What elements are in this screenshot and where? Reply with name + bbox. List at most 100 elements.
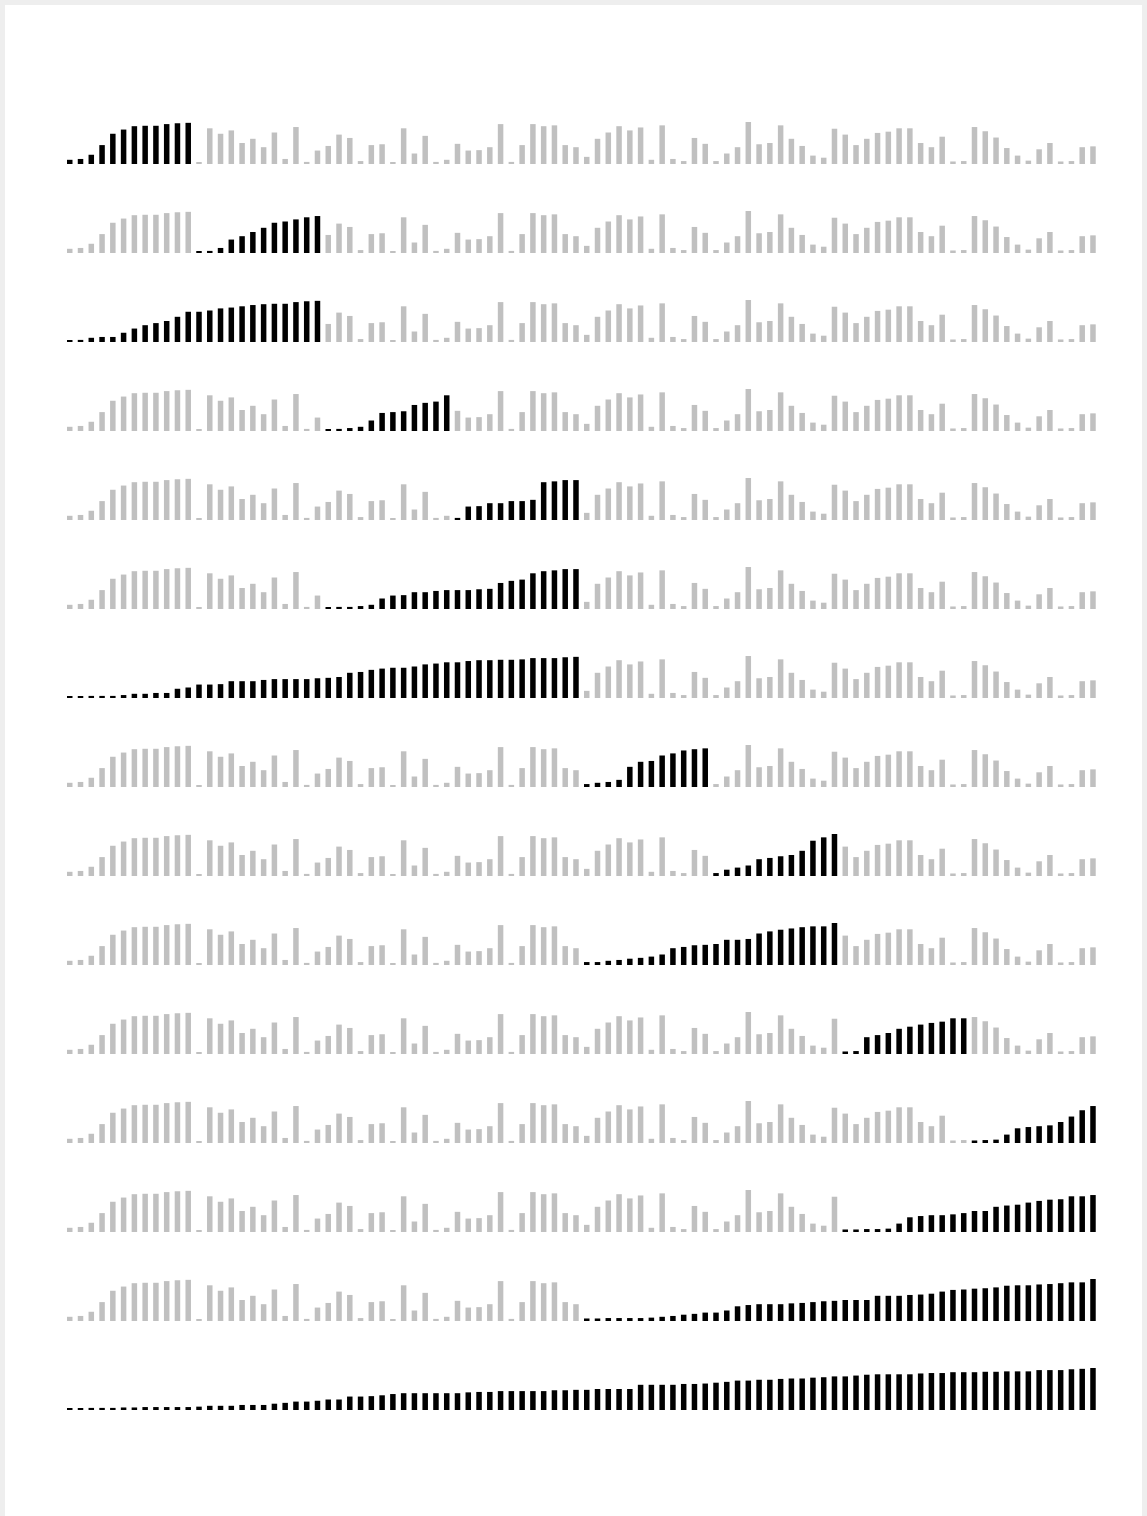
context-bar	[379, 1212, 385, 1232]
context-bar	[153, 570, 159, 609]
context-bar	[853, 234, 859, 253]
highlight-bar	[993, 1206, 999, 1232]
context-bar	[250, 761, 256, 787]
highlight-bar	[88, 154, 95, 164]
highlight-bar	[207, 684, 213, 698]
context-bar	[207, 751, 213, 787]
context-bar	[928, 414, 935, 431]
context-bar	[454, 1300, 461, 1321]
context-bar	[314, 1307, 321, 1321]
context-bar	[637, 1106, 644, 1143]
context-bar	[885, 398, 892, 431]
highlight-bar	[443, 395, 450, 431]
context-bar	[1025, 605, 1032, 609]
context-bar	[422, 847, 428, 876]
context-bar	[971, 127, 978, 164]
context-bar	[314, 862, 321, 876]
context-bar	[217, 133, 224, 164]
context-bar	[745, 1101, 752, 1143]
context-bar	[788, 494, 795, 520]
context-bar	[659, 125, 665, 164]
highlight-bar	[1090, 1279, 1096, 1321]
context-bar	[767, 499, 773, 520]
highlight-bar	[713, 873, 719, 876]
context-bar	[562, 323, 568, 342]
context-bar	[659, 214, 665, 253]
context-bar	[465, 417, 472, 431]
context-bar	[551, 1104, 558, 1143]
context-bar	[659, 1015, 665, 1054]
context-bar	[153, 214, 159, 253]
context-bar	[917, 232, 924, 253]
context-bar	[217, 1112, 224, 1143]
context-bar	[670, 870, 676, 876]
context-bar	[831, 395, 838, 431]
context-bar	[411, 1310, 418, 1321]
context-bar	[411, 1132, 418, 1143]
context-bar	[390, 1230, 396, 1232]
highlight-bar	[325, 1399, 331, 1410]
highlight-bar	[1014, 1204, 1021, 1232]
context-bar	[347, 1116, 353, 1143]
context-bar	[325, 1035, 331, 1054]
highlight-bar	[163, 692, 170, 698]
context-bar	[702, 321, 708, 342]
context-bar	[303, 1140, 310, 1143]
highlight-bar	[163, 1407, 170, 1410]
context-bar	[594, 583, 601, 609]
context-bar	[637, 216, 644, 253]
context-bar	[239, 143, 245, 164]
context-bar	[174, 746, 181, 787]
context-bar	[960, 606, 967, 609]
context-bar	[691, 1116, 698, 1143]
context-bar	[842, 134, 848, 164]
context-bar	[756, 1212, 762, 1232]
context-bar	[77, 1137, 84, 1143]
context-bar	[465, 150, 472, 164]
context-bar	[1057, 250, 1064, 253]
highlight-bar	[303, 679, 310, 698]
context-bar	[540, 1105, 547, 1143]
highlight-bar	[659, 954, 665, 965]
highlight-bar	[777, 856, 784, 876]
context-bar	[659, 1104, 665, 1143]
context-bar	[1068, 606, 1075, 609]
context-bar	[993, 493, 999, 520]
context-bar	[594, 850, 601, 876]
highlight-bar	[799, 1378, 805, 1410]
highlight-bar	[724, 1310, 730, 1321]
context-bar	[637, 305, 644, 342]
context-bar	[476, 1307, 482, 1321]
context-bar	[196, 518, 202, 520]
context-bar	[357, 1229, 364, 1232]
context-bar	[950, 517, 956, 520]
context-bar	[756, 144, 762, 164]
context-bar	[368, 145, 375, 164]
context-bar	[853, 857, 859, 876]
context-bar	[670, 425, 676, 431]
highlight-bar	[1057, 1199, 1064, 1232]
context-bar	[487, 325, 493, 342]
context-bar	[465, 773, 472, 787]
context-bar	[497, 1192, 504, 1232]
context-bar	[185, 1012, 191, 1054]
context-bar	[885, 1110, 892, 1143]
context-bar	[1047, 232, 1053, 253]
highlight-bar	[217, 247, 224, 253]
context-bar	[917, 588, 924, 609]
context-bar	[260, 147, 267, 164]
context-bar	[680, 606, 687, 609]
context-bar	[239, 1300, 245, 1321]
highlight-bar	[659, 1384, 665, 1410]
context-bar	[530, 925, 536, 965]
context-bar	[982, 576, 989, 609]
context-bar	[788, 405, 795, 431]
context-bar	[788, 761, 795, 787]
context-bar	[196, 963, 202, 965]
context-bar	[928, 859, 935, 876]
context-bar	[1025, 694, 1032, 698]
context-bar	[756, 411, 762, 431]
context-bar	[400, 306, 407, 342]
context-bar	[1014, 689, 1021, 698]
context-bar	[196, 162, 202, 164]
